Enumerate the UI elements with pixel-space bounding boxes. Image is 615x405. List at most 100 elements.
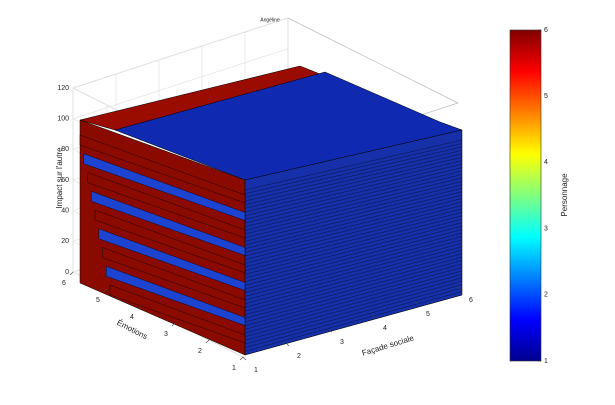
- axis-box: [287, 17, 459, 104]
- surface-edge: [244, 212, 463, 268]
- surface-edge: [244, 143, 463, 194]
- x-tick-label: 1: [254, 367, 258, 374]
- y-tick-label: 4: [130, 314, 134, 321]
- surface-edge: [244, 191, 463, 246]
- surface-patch: [79, 134, 246, 204]
- surface-edge: [244, 170, 463, 224]
- surface-edge: [244, 267, 463, 326]
- surface-edge: [244, 181, 463, 235]
- surface-patch: [98, 228, 246, 291]
- surface-patch: [106, 265, 246, 326]
- grid-line: [72, 48, 289, 119]
- surface-edge: [244, 239, 463, 297]
- surface-edge: [244, 256, 463, 315]
- x-tick: [285, 342, 290, 347]
- surface-edge: [244, 215, 463, 271]
- surface-edge: [244, 194, 463, 249]
- x-tick: [328, 328, 333, 333]
- x-tick: [371, 314, 376, 319]
- surface-edge: [244, 160, 463, 213]
- surface-edge: [244, 198, 463, 253]
- colorbar: [509, 29, 542, 362]
- colorbar-tick-label: 6: [544, 27, 548, 34]
- surface-patch: [102, 247, 246, 309]
- surface-edge: [244, 294, 463, 356]
- y-tick-label: 3: [164, 331, 168, 338]
- surface-edge: [244, 156, 463, 209]
- surface-edge: [244, 177, 463, 231]
- x-tick-label: 2: [297, 353, 301, 360]
- surface-layer: [79, 65, 463, 356]
- surface-patch: [94, 209, 246, 274]
- surface-edge: [244, 232, 463, 290]
- surface-edge: [244, 150, 463, 202]
- surface-patch: [91, 190, 246, 256]
- x-tick-label: 5: [426, 311, 430, 318]
- grid-line: [72, 17, 289, 89]
- surface-edge: [244, 291, 463, 352]
- y-tick-label: 1: [232, 365, 236, 372]
- surface-patch: [109, 284, 246, 344]
- surface-edge: [244, 246, 463, 304]
- surface-edge: [244, 187, 463, 242]
- surface-edge: [244, 153, 463, 205]
- y-axis-label: Émotions: [115, 318, 149, 341]
- surface-edge: [244, 174, 463, 227]
- z-tick-label: 100: [57, 116, 69, 123]
- colorbar-tick-label: 3: [544, 225, 548, 232]
- x-tick-label: 6: [469, 297, 473, 304]
- surface-edge: [244, 260, 463, 319]
- surface-edge: [244, 205, 463, 260]
- surface-edge: [244, 236, 463, 293]
- surface-edge: [244, 146, 463, 198]
- colorbar-label: Personnage: [560, 173, 569, 217]
- surface-top: [114, 71, 463, 181]
- surface-edge: [244, 139, 463, 191]
- colorbar-tick-label: 1: [544, 358, 548, 365]
- y-tick-label: 5: [96, 297, 100, 304]
- surface-edge: [244, 277, 463, 337]
- surface-stripes: [79, 134, 463, 356]
- z-tick-label: 0: [65, 269, 69, 276]
- surface-edge: [244, 222, 463, 279]
- z-tick-label: 120: [57, 85, 69, 92]
- y-tick: [205, 339, 210, 344]
- surface-edge: [244, 263, 463, 323]
- surface-edge: [244, 253, 463, 312]
- z-tick-label: 40: [61, 208, 69, 215]
- surface-edge: [244, 249, 463, 308]
- surface-patch: [83, 153, 246, 221]
- z-tick-label: 80: [61, 146, 69, 153]
- y-tick-label: 2: [198, 348, 202, 355]
- y-tick: [137, 305, 142, 310]
- surface-edge: [244, 167, 463, 220]
- surface-edge: [244, 243, 463, 301]
- z-axis-label: Impact sur l'autre: [55, 147, 64, 209]
- surface-edge: [244, 163, 463, 216]
- surface-edge: [244, 270, 463, 330]
- surface-patch: [87, 172, 246, 239]
- colorbar-tick-label: 5: [544, 93, 548, 100]
- y-tick-label: 6: [62, 280, 66, 287]
- y-tick: [171, 322, 176, 327]
- x-tick: [457, 286, 462, 291]
- y-tick: [239, 356, 244, 361]
- surface-edge: [244, 184, 463, 238]
- colorbar-tick-label: 2: [544, 292, 548, 299]
- colorbar-tick-label: 4: [544, 159, 548, 166]
- labels: 0 20 40 60 80 100 120 1 2 3 4 5 6 1 2 3 4 5 6 1 2 3 4 5 6: [57, 27, 548, 374]
- z-tick-label: 60: [61, 177, 69, 184]
- chart-title: Angéline: [260, 17, 280, 23]
- x-axis-label: Façade sociale: [361, 333, 416, 357]
- x-tick: [414, 300, 419, 305]
- surface-edge: [244, 284, 463, 345]
- surface-edge: [244, 229, 463, 286]
- surface-edge: [244, 274, 463, 334]
- surface-edge: [244, 208, 463, 264]
- surface-edge: [244, 201, 463, 257]
- z-tick-label: 20: [61, 238, 69, 245]
- surface-edge: [244, 280, 463, 341]
- x-tick-label: 3: [340, 339, 344, 346]
- surface-edge: [244, 287, 463, 348]
